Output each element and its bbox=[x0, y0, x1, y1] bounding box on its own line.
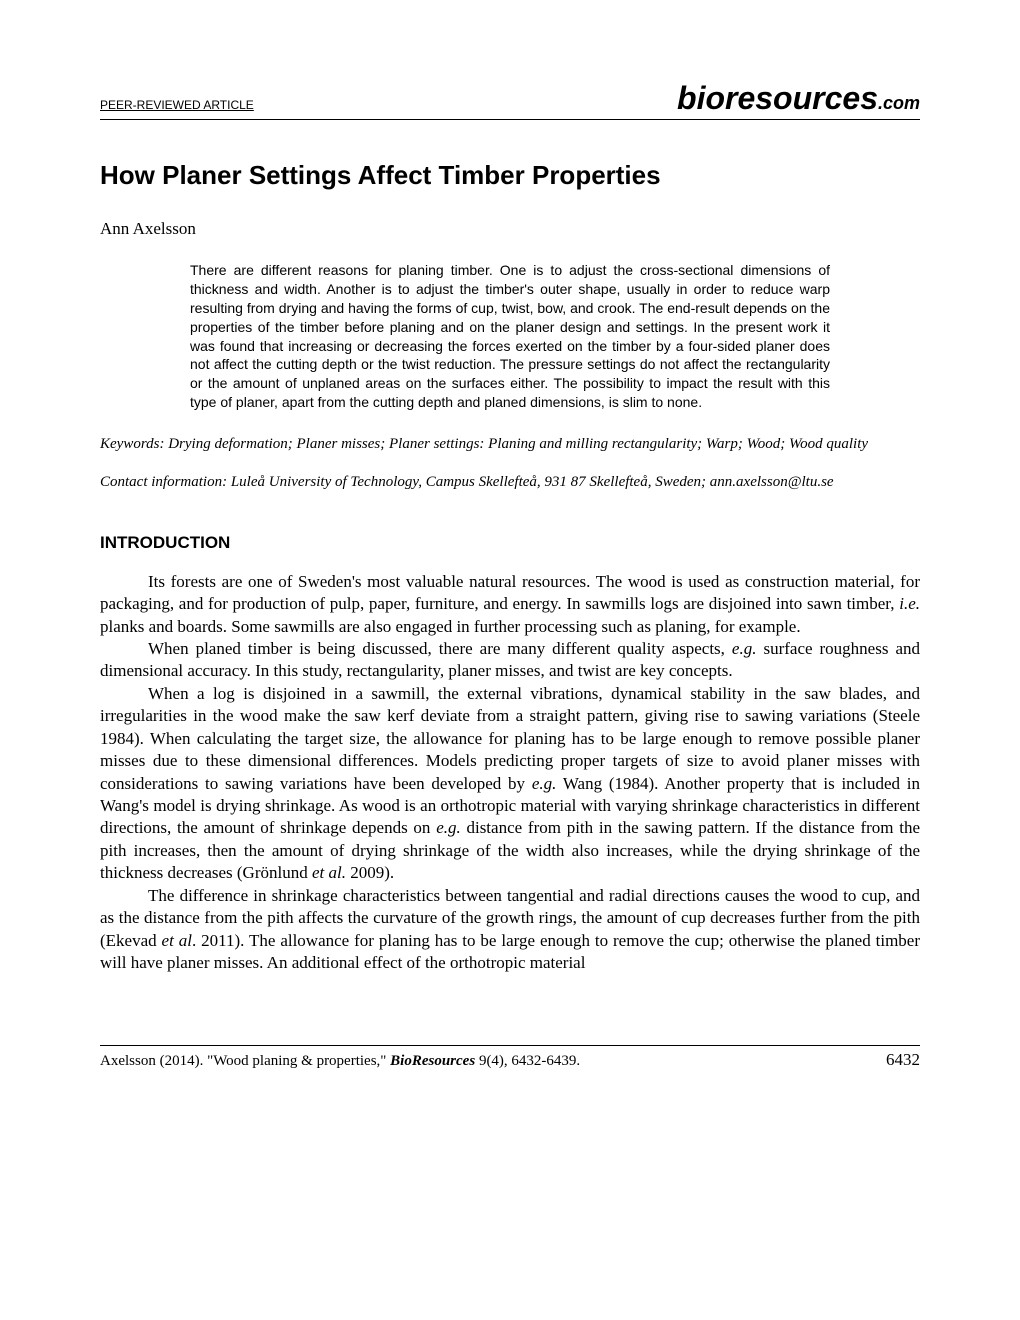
contact-line: Contact information: Luleå University of… bbox=[100, 472, 920, 492]
p2-text-a: When planed timber is being discussed, t… bbox=[148, 639, 732, 658]
site-logo: bioresources.com bbox=[677, 80, 920, 117]
site-name-main: bioresources bbox=[677, 80, 878, 116]
article-title: How Planer Settings Affect Timber Proper… bbox=[100, 160, 920, 191]
p1-ie: i.e. bbox=[899, 594, 920, 613]
p4-etal: et al bbox=[162, 931, 192, 950]
p4-text-b: . 2011). The allowance for planing has t… bbox=[100, 931, 920, 972]
p3-eg2: e.g. bbox=[436, 818, 461, 837]
footer-page-number: 6432 bbox=[886, 1050, 920, 1070]
p3-eg: e.g. bbox=[532, 774, 557, 793]
peer-reviewed-label: PEER-REVIEWED ARTICLE bbox=[100, 98, 254, 112]
contact-label: Contact information: bbox=[100, 474, 227, 490]
footer-journal: BioResources bbox=[390, 1053, 475, 1069]
intro-paragraph-3: When a log is disjoined in a sawmill, th… bbox=[100, 683, 920, 885]
footer-citation: Axelsson (2014). "Wood planing & propert… bbox=[100, 1053, 580, 1070]
page-header: PEER-REVIEWED ARTICLE bioresources.com bbox=[100, 80, 920, 120]
p3-text-d: 2009). bbox=[346, 863, 394, 882]
site-name-suffix: .com bbox=[878, 93, 920, 113]
contact-text: Luleå University of Technology, Campus S… bbox=[227, 474, 833, 490]
page-footer: Axelsson (2014). "Wood planing & propert… bbox=[100, 1045, 920, 1070]
intro-paragraph-4: The difference in shrinkage characterist… bbox=[100, 885, 920, 975]
footer-citation-a: Axelsson (2014). "Wood planing & propert… bbox=[100, 1053, 390, 1069]
keywords-line: Keywords: Drying deformation; Planer mis… bbox=[100, 434, 920, 454]
keywords-text: Drying deformation; Planer misses; Plane… bbox=[164, 436, 868, 452]
keywords-label: Keywords: bbox=[100, 436, 164, 452]
author-name: Ann Axelsson bbox=[100, 219, 920, 239]
p2-eg: e.g. bbox=[732, 639, 757, 658]
p1-text-b: planks and boards. Some sawmills are als… bbox=[100, 617, 801, 636]
section-heading-introduction: INTRODUCTION bbox=[100, 533, 920, 553]
p3-etal: et al. bbox=[312, 863, 346, 882]
abstract-text: There are different reasons for planing … bbox=[190, 261, 830, 412]
intro-paragraph-1: Its forests are one of Sweden's most val… bbox=[100, 571, 920, 638]
intro-paragraph-2: When planed timber is being discussed, t… bbox=[100, 638, 920, 683]
p1-text-a: Its forests are one of Sweden's most val… bbox=[100, 572, 920, 613]
footer-citation-b: 9(4), 6432-6439. bbox=[475, 1053, 580, 1069]
